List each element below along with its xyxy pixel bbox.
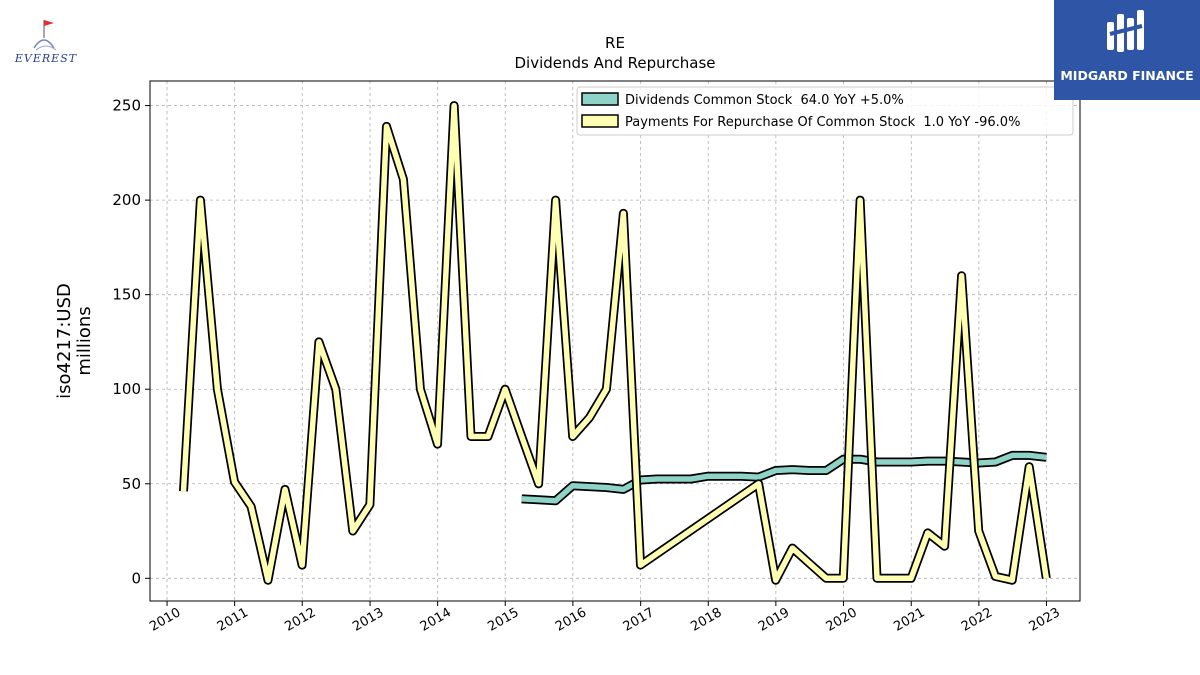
- y-tick-label: 100: [112, 380, 141, 398]
- x-axis: 2010 2011 2012 2013 2014 2015 2016 2017 2018 2019…: [147, 601, 1063, 635]
- legend-swatch-dividends: [581, 92, 619, 106]
- y-axis-label-line1: iso4217:USD: [54, 283, 75, 399]
- series-0-line: [521, 452, 1047, 504]
- chart-title: RE: [605, 34, 625, 52]
- x-tick-label: 2014: [418, 605, 454, 635]
- x-tick-label: 2022: [959, 605, 995, 635]
- plot-frame: [149, 80, 1081, 602]
- series-1-line: [180, 102, 1050, 583]
- x-tick-label: 2020: [824, 605, 860, 635]
- midgard-emblem-icon: [1107, 10, 1144, 52]
- y-tick-label: 250: [112, 97, 141, 115]
- x-tick-label: 2010: [147, 605, 183, 635]
- x-tick-label: 2017: [621, 605, 657, 635]
- x-tick-label: 2023: [1027, 605, 1063, 635]
- everest-wordmark: EVEREST: [14, 52, 78, 65]
- legend: Dividends Common Stock 64.0 YoY +5.0% Pa…: [576, 86, 1074, 136]
- legend-label-dividends: Dividends Common Stock 64.0 YoY +5.0%: [625, 93, 904, 108]
- y-tick-label: 150: [112, 286, 141, 304]
- chart-subtitle: Dividends And Repurchase: [514, 54, 715, 72]
- x-tick-label: 2021: [891, 605, 927, 635]
- legend-label-repurchase: Payments For Repurchase Of Common Stock …: [625, 115, 1020, 130]
- series-layer: [179, 101, 1051, 585]
- legend-swatch-repurchase: [581, 114, 619, 128]
- legend-box: [576, 86, 1074, 136]
- y-tick-label: 50: [122, 475, 141, 493]
- x-tick-label: 2013: [350, 605, 386, 635]
- y-axis: 0 50 100 150 200 250: [112, 97, 150, 587]
- y-axis-label-line2: millions: [74, 306, 95, 375]
- mountain-flag-icon: [33, 20, 57, 51]
- y-tick-label: 0: [131, 569, 141, 587]
- x-tick-label: 2012: [282, 605, 318, 635]
- x-tick-label: 2018: [688, 605, 724, 635]
- x-tick-label: 2019: [756, 605, 792, 635]
- series-1-outline: [179, 101, 1051, 585]
- midgard-wordmark: MIDGARD FINANCE: [1060, 68, 1194, 83]
- x-tick-label: 2016: [553, 605, 589, 635]
- midgard-finance-logo: MIDGARD FINANCE: [1054, 0, 1200, 100]
- x-tick-label: 2015: [485, 605, 521, 635]
- everest-logo: EVEREST: [6, 14, 86, 70]
- y-tick-label: 200: [112, 191, 141, 209]
- x-tick-label: 2011: [215, 605, 251, 635]
